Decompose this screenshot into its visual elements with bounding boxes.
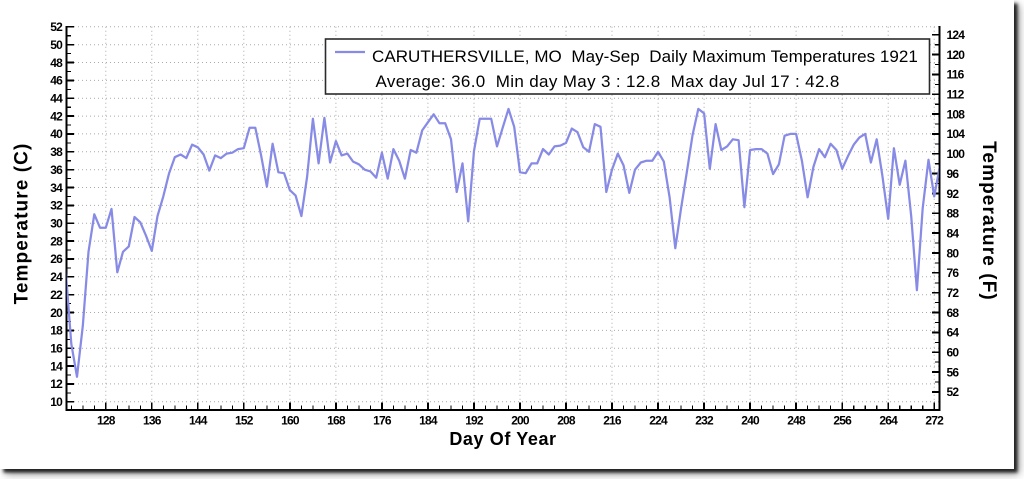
svg-text:168: 168	[327, 414, 346, 428]
svg-text:26: 26	[50, 252, 63, 266]
svg-text:CARUTHERSVILLE, MO May-Sep D: CARUTHERSVILLE, MO May-Sep Daily Maximum…	[372, 47, 918, 66]
svg-text:160: 160	[281, 414, 300, 428]
svg-text:224: 224	[649, 414, 668, 428]
svg-text:116: 116	[947, 68, 965, 82]
svg-text:Temperature (F): Temperature (F)	[978, 141, 999, 301]
svg-text:128: 128	[97, 414, 116, 428]
svg-text:52: 52	[50, 20, 63, 34]
svg-text:56: 56	[947, 365, 960, 379]
svg-text:64: 64	[947, 326, 960, 340]
svg-text:44: 44	[50, 92, 63, 106]
svg-text:108: 108	[947, 107, 966, 121]
svg-text:92: 92	[947, 187, 960, 201]
svg-text:112: 112	[947, 88, 965, 102]
svg-text:216: 216	[603, 414, 622, 428]
svg-text:68: 68	[947, 306, 960, 320]
svg-text:10: 10	[50, 395, 63, 409]
svg-text:14: 14	[50, 359, 63, 373]
svg-text:72: 72	[947, 286, 960, 300]
svg-text:32: 32	[50, 199, 63, 213]
svg-text:34: 34	[50, 181, 63, 195]
svg-text:46: 46	[50, 74, 63, 88]
svg-text:28: 28	[50, 234, 63, 248]
svg-text:36: 36	[50, 163, 63, 177]
svg-text:104: 104	[947, 127, 966, 141]
svg-text:232: 232	[695, 414, 714, 428]
svg-text:Day Of Year: Day Of Year	[449, 429, 556, 449]
svg-text:52: 52	[947, 385, 960, 399]
svg-text:200: 200	[511, 414, 530, 428]
svg-text:136: 136	[143, 414, 162, 428]
svg-text:176: 176	[373, 414, 392, 428]
svg-text:272: 272	[925, 414, 944, 428]
svg-text:208: 208	[557, 414, 576, 428]
svg-text:248: 248	[787, 414, 806, 428]
svg-text:152: 152	[235, 414, 254, 428]
svg-text:48: 48	[50, 56, 63, 70]
svg-text:240: 240	[741, 414, 760, 428]
svg-text:40: 40	[50, 127, 63, 141]
svg-text:30: 30	[50, 217, 63, 231]
svg-text:12: 12	[50, 377, 63, 391]
svg-text:38: 38	[50, 145, 63, 159]
svg-text:96: 96	[947, 167, 960, 181]
svg-text:100: 100	[947, 147, 966, 161]
svg-text:192: 192	[465, 414, 484, 428]
svg-text:42: 42	[50, 109, 63, 123]
svg-text:80: 80	[947, 246, 960, 260]
svg-text:24: 24	[50, 270, 63, 284]
svg-text:Average: 36.0 Min day May 3 :: Average: 36.0 Min day May 3 : 12.8 Max d…	[376, 72, 840, 91]
svg-text:18: 18	[50, 324, 63, 338]
svg-text:88: 88	[947, 207, 960, 221]
svg-text:76: 76	[947, 266, 960, 280]
svg-text:184: 184	[419, 414, 438, 428]
svg-text:60: 60	[947, 346, 960, 360]
svg-text:84: 84	[947, 226, 960, 240]
svg-text:256: 256	[833, 414, 852, 428]
svg-text:124: 124	[947, 28, 966, 42]
svg-text:120: 120	[947, 48, 966, 62]
svg-text:20: 20	[50, 306, 63, 320]
svg-text:50: 50	[50, 38, 63, 52]
svg-text:264: 264	[879, 414, 898, 428]
svg-text:16: 16	[50, 342, 63, 356]
svg-text:22: 22	[50, 288, 63, 302]
svg-text:Temperature (C): Temperature (C)	[12, 143, 33, 305]
svg-text:144: 144	[189, 414, 208, 428]
